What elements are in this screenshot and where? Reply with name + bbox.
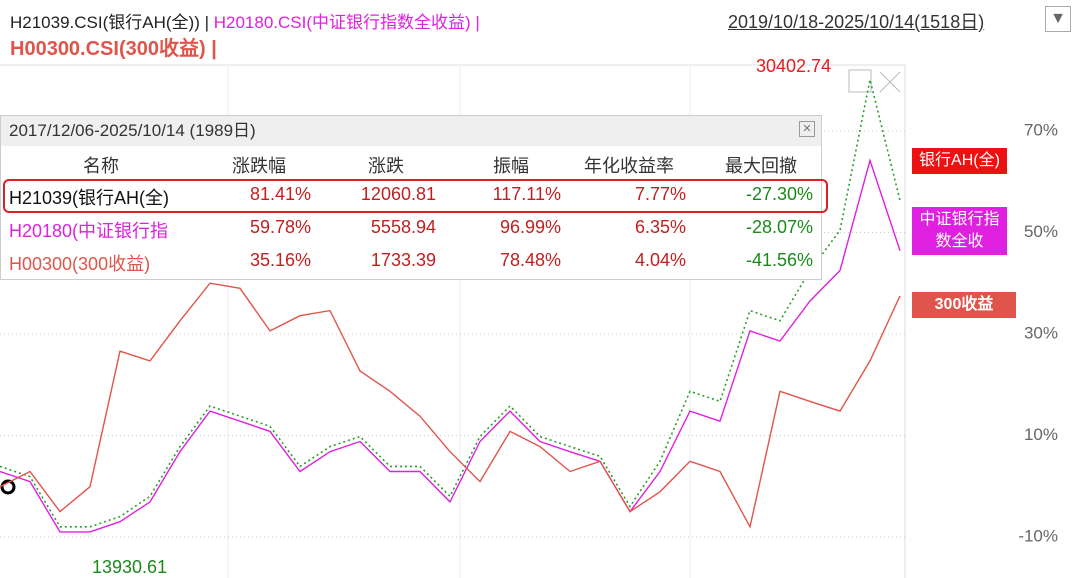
legend-tag: 300收益 <box>912 292 1016 318</box>
series-line <box>0 157 901 533</box>
cell-value: 78.48% <box>499 250 561 270</box>
cell-value: 12060.81 <box>360 184 436 204</box>
stats-table: 2017/12/06-2025/10/14 (1989日) ✕ 名称 涨跌幅 涨跌 振… <box>0 115 822 280</box>
column-header: 涨跌 <box>368 156 404 176</box>
column-header: 振幅 <box>493 156 529 176</box>
zoom-icon[interactable] <box>848 69 872 93</box>
cell-value: 59.78% <box>249 217 311 237</box>
header-line1: H21039.CSI(银行AH(全)) | H20180.CSI(中证银行指数全… <box>10 8 480 33</box>
cell-value: 1733.39 <box>370 250 436 270</box>
column-header: 最大回撤 <box>725 156 797 176</box>
close-icon[interactable] <box>879 71 901 93</box>
cell-value: 7.77% <box>634 184 686 204</box>
cell-value: 81.41% <box>249 184 311 204</box>
y-tick-label: 10% <box>1024 425 1058 444</box>
cell-value: 5558.94 <box>370 217 436 237</box>
y-tick-label: 70% <box>1024 120 1058 139</box>
row-name: H20180(中证银行指 <box>9 221 169 241</box>
cell-value: 4.04% <box>634 250 686 270</box>
cell-value: -27.30% <box>745 184 813 204</box>
cell-value: 35.16% <box>249 250 311 270</box>
series-line <box>0 282 901 529</box>
cell-value: 96.99% <box>499 217 561 237</box>
column-header: 涨跌幅 <box>232 156 286 176</box>
cell-value: -28.07% <box>745 217 813 237</box>
dropdown[interactable]: ▼ <box>1045 6 1071 32</box>
cell-value: -41.56% <box>745 250 813 270</box>
cell-value: 117.11% <box>492 184 561 204</box>
table-title: 2017/12/06-2025/10/14 (1989日) <box>1 116 821 146</box>
cell-value: 6.35% <box>634 217 686 237</box>
row-name: H21039(银行AH(全) <box>9 188 170 208</box>
min-label: 13930.61 <box>92 557 168 577</box>
date-range[interactable]: 2019/10/18-2025/10/14(1518日) <box>728 12 985 32</box>
y-tick-label: -10% <box>1018 526 1058 545</box>
column-header: 名称 <box>83 156 119 176</box>
legend-tag: 中证银行指数全收 <box>912 207 1007 255</box>
column-header: 年化收益率 <box>584 156 674 176</box>
y-tick-label: 50% <box>1024 222 1058 241</box>
series-title: H20180.CSI(中证银行指数全收益) | <box>213 13 480 32</box>
row-name: H00300(300收益) <box>9 254 151 274</box>
y-tick-label: 30% <box>1024 323 1058 342</box>
max-label: 30402.74 <box>756 56 832 76</box>
highlight <box>3 179 828 213</box>
close-button[interactable]: ✕ <box>799 121 815 137</box>
series-title: H21039.CSI(银行AH(全)) | <box>10 13 210 32</box>
legend-tag: 银行AH(全) <box>912 148 1007 174</box>
header-line2: H00300.CSI(300收益) | <box>10 38 217 60</box>
